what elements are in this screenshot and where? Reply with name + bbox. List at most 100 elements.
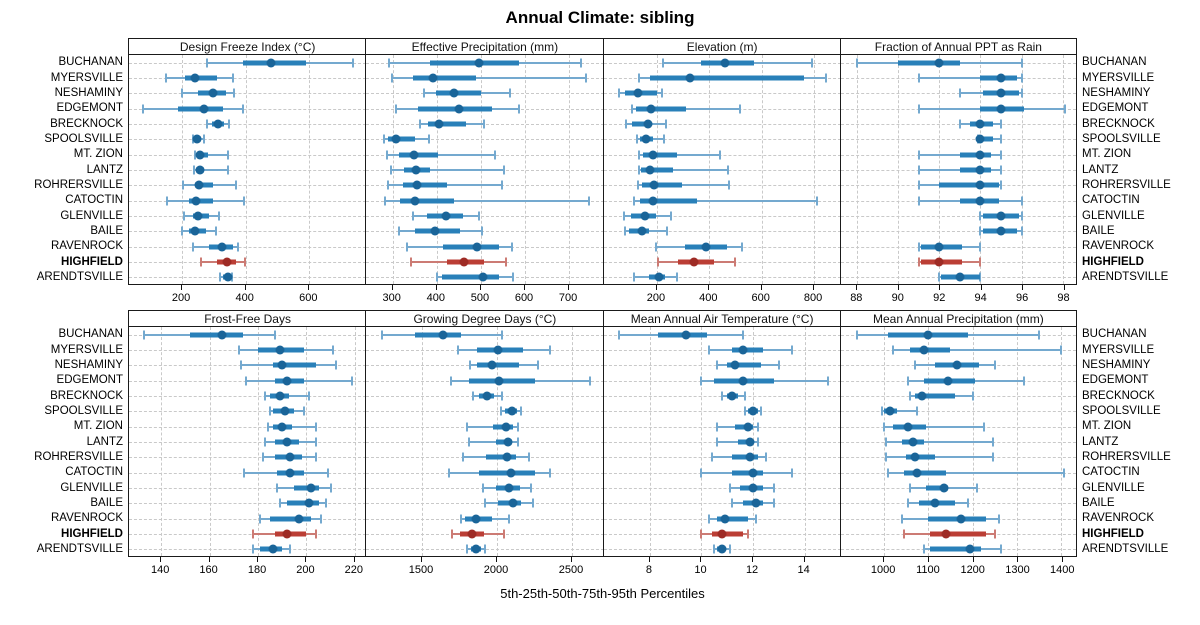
site-label-left: GLENVILLE: [60, 209, 123, 222]
gridline: [1062, 55, 1064, 284]
p95-cap: [549, 468, 552, 478]
site-label-left: MYERSVILLE: [50, 343, 123, 356]
axis-tick-label: 700: [558, 292, 578, 304]
median-dot: [908, 437, 918, 447]
p5-cap: [979, 226, 982, 236]
p5-cap: [419, 119, 422, 129]
gridline: [603, 93, 841, 95]
site-label-left: RAVENROCK: [51, 240, 123, 253]
p95-cap: [227, 150, 230, 160]
p95-cap: [215, 226, 218, 236]
p5-cap: [499, 406, 502, 416]
median-dot: [975, 165, 985, 175]
p95-cap: [203, 134, 206, 144]
whisker-line: [384, 199, 590, 202]
whisker-line: [193, 169, 228, 171]
iqr-band: [476, 362, 519, 368]
p95-cap: [502, 165, 505, 175]
iqr-band: [412, 75, 477, 81]
p95-cap: [580, 58, 582, 68]
iqr-band: [905, 454, 935, 460]
p5-cap: [237, 345, 240, 355]
p5-cap: [259, 514, 262, 524]
axis-tick: [496, 557, 498, 562]
p95-cap: [772, 498, 775, 508]
gridline: [840, 124, 1076, 125]
p95-cap: [916, 406, 919, 416]
p95-cap: [660, 88, 663, 98]
axis-tick: [856, 285, 858, 290]
p95-cap: [1000, 150, 1002, 160]
site-label-right: NESHAMINY: [1082, 358, 1151, 371]
site-label-left: BRECKNOCK: [50, 117, 123, 130]
gridline: [569, 55, 571, 284]
p95-cap: [517, 437, 520, 447]
p95-cap: [826, 376, 829, 386]
p5-cap: [633, 196, 636, 206]
p95-cap: [329, 483, 332, 493]
gridline: [245, 55, 247, 284]
whisker-line: [386, 153, 496, 156]
median-dot: [190, 226, 200, 236]
median-dot: [955, 272, 965, 282]
p5-cap: [630, 104, 633, 114]
iqr-band: [650, 75, 805, 81]
axis-tick: [524, 285, 525, 290]
p5-cap: [710, 452, 713, 462]
site-label-right: RAVENROCK: [1082, 240, 1154, 253]
p95-cap: [319, 514, 322, 524]
p5-cap: [637, 165, 640, 175]
gridline: [1061, 327, 1063, 556]
p95-cap: [307, 391, 310, 401]
site-label-right: SPOOLSVILLE: [1082, 132, 1161, 145]
p5-cap: [205, 119, 208, 129]
p5-cap: [715, 360, 718, 370]
median-dot: [743, 422, 753, 432]
site-label-right: ARENDTSVILLE: [1082, 270, 1169, 283]
median-dot: [282, 529, 292, 539]
median-dot: [649, 180, 659, 190]
p5-cap: [252, 529, 255, 539]
p95-cap: [273, 330, 276, 340]
iqr-band: [732, 454, 759, 460]
p5-cap: [261, 452, 264, 462]
site-label-left: MT. ZION: [73, 148, 123, 161]
panel-title: Growing Degree Days (°C): [413, 311, 557, 326]
p5-cap: [856, 58, 859, 68]
gridline: [129, 396, 367, 397]
median-dot: [472, 242, 482, 252]
axis-tick: [655, 285, 657, 290]
p5-cap: [637, 180, 640, 190]
p95-cap: [741, 330, 744, 340]
median-dot: [471, 544, 481, 554]
whisker-line: [638, 184, 729, 187]
gridline: [129, 426, 367, 428]
whisker-line: [918, 153, 1001, 156]
p5-cap: [902, 529, 905, 539]
median-dot: [474, 58, 484, 68]
median-dot: [912, 468, 922, 478]
median-dot: [745, 452, 755, 462]
p5-cap: [383, 196, 386, 206]
panel-title: Fraction of Annual PPT as Rain: [874, 39, 1042, 54]
p95-cap: [744, 391, 747, 401]
iqr-band: [387, 136, 416, 142]
median-dot: [430, 226, 440, 236]
median-dot: [648, 196, 658, 206]
gridline: [883, 327, 885, 556]
p5-cap: [436, 272, 439, 282]
p5-cap: [466, 544, 469, 554]
iqr-band: [910, 347, 951, 353]
iqr-band: [485, 454, 516, 460]
site-label-right: CATOCTIN: [1082, 466, 1140, 479]
p5-cap: [451, 529, 454, 539]
p5-cap: [907, 498, 910, 508]
p5-cap: [192, 242, 195, 252]
iqr-band: [732, 347, 764, 353]
median-dot: [919, 345, 929, 355]
iqr-band: [270, 516, 312, 522]
iqr-band: [427, 121, 466, 127]
p5-cap: [900, 514, 903, 524]
p5-cap: [181, 88, 184, 98]
median-dot: [285, 468, 294, 478]
